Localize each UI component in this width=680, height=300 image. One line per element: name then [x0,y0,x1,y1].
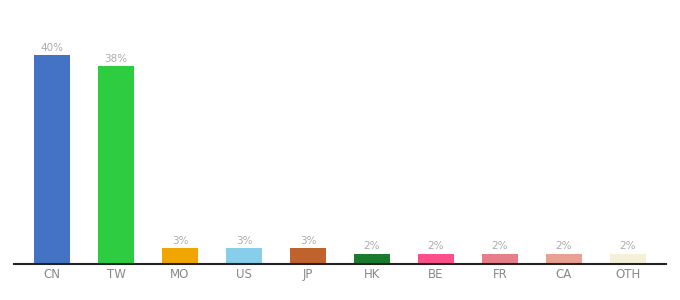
Text: 3%: 3% [236,236,252,246]
Bar [482,254,517,264]
Text: 2%: 2% [492,242,508,251]
Bar [611,254,645,264]
Text: 2%: 2% [428,242,444,251]
Text: 2%: 2% [556,242,573,251]
Bar [99,66,133,264]
Text: 38%: 38% [105,54,128,64]
Text: 3%: 3% [172,236,188,246]
Text: 2%: 2% [619,242,636,251]
Bar [547,254,581,264]
Text: 3%: 3% [300,236,316,246]
Bar [418,254,454,264]
Text: 40%: 40% [41,43,63,53]
Bar [35,55,69,264]
Bar [354,254,390,264]
Text: 2%: 2% [364,242,380,251]
Bar [290,248,326,264]
Bar [226,248,262,264]
Bar [163,248,198,264]
